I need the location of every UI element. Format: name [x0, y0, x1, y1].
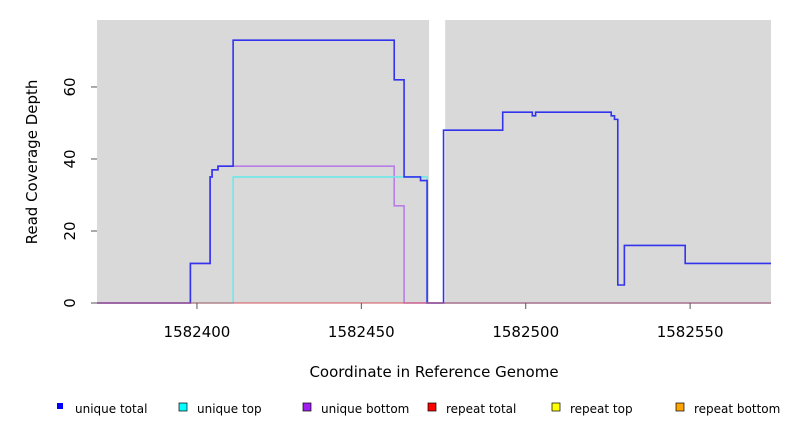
x-tick-label: 1582450 — [328, 323, 395, 341]
x-tick-label: 1582550 — [657, 323, 724, 341]
legend-swatch — [675, 402, 685, 412]
legend-swatch — [178, 402, 188, 412]
legend-label: repeat top — [570, 402, 633, 416]
legend-swatch — [427, 402, 437, 412]
legend-swatch — [57, 403, 63, 409]
legend-swatch — [551, 402, 561, 412]
legend-swatch — [302, 402, 312, 412]
legend-label: repeat bottom — [694, 402, 780, 416]
x-tick-label: 1582500 — [492, 323, 559, 341]
y-tick-label: 0 — [61, 298, 79, 308]
legend-label: repeat total — [446, 402, 516, 416]
x-tick-label: 1582400 — [164, 323, 231, 341]
y-tick-label: 20 — [61, 221, 79, 240]
legend-label: unique bottom — [321, 402, 409, 416]
legend-label: unique total — [75, 402, 147, 416]
y-axis-label: Read Coverage Depth — [23, 80, 41, 245]
x-axis-label: Coordinate in Reference Genome — [309, 363, 558, 381]
y-tick-label: 40 — [61, 149, 79, 168]
legend-label: unique top — [197, 402, 262, 416]
gap-region — [429, 20, 446, 303]
y-tick-label: 60 — [61, 77, 79, 96]
